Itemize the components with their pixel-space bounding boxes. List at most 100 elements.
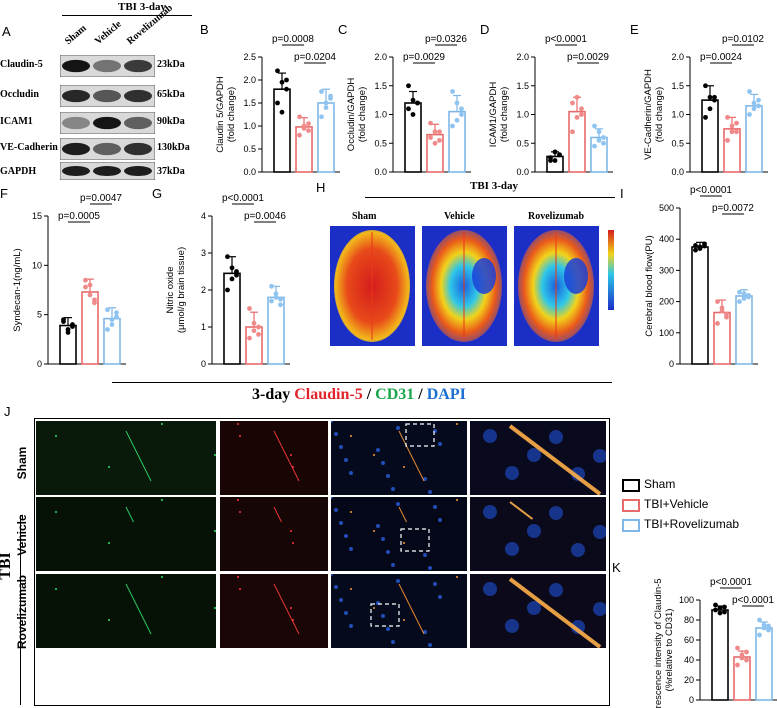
panel-label: B [200,22,209,37]
if-title: 3-day Claudin-5 / CD31 / DAPI [252,386,466,404]
y-axis-label: (fold change) [654,87,665,142]
legend-swatch [622,499,640,512]
y-tick-label: 2.5 [243,52,256,62]
blot-size-label: 37kDa [157,166,185,177]
data-point [712,94,717,100]
data-point [319,114,324,120]
data-point [601,140,606,146]
data-point [735,645,740,651]
p-value-label: p=0.0046 [244,211,286,222]
blot-band [124,59,152,73]
data-point [766,623,771,629]
data-point [428,120,433,126]
blot-group-label: Vehicle [92,18,124,47]
data-point [454,117,460,123]
bar [59,324,77,365]
bar [568,110,586,173]
y-tick-label: 0.0 [516,167,529,177]
y-axis-label: VE-Cadherin/GAPDH [643,69,654,160]
y-axis-label: (μmol/g brain tissue) [176,247,187,333]
data-point [741,296,747,301]
blot-band [93,59,121,73]
data-point [328,93,333,99]
data-point [751,106,757,112]
data-point [747,89,752,94]
data-point [410,97,416,103]
blot-size-label: 130kDa [157,142,190,153]
data-point [432,129,438,135]
if-row-label: Rovelizumab [15,574,29,650]
data-point [225,254,230,260]
data-point [713,602,718,608]
data-point [65,330,71,335]
data-point [437,137,442,143]
data-point [715,299,720,304]
data-point [570,129,575,135]
chart-c: C 0.0 0.5 1.0 1.5 2.0 Occludin/GAPDH (fold chan… [338,22,471,177]
blot-size-label: 23kDa [157,59,185,70]
data-point [229,276,235,282]
blot-protein-label: Occludin [0,89,39,100]
if-image [220,421,328,495]
data-point [105,327,110,332]
blot-band [93,165,121,177]
blot-strip [60,162,155,180]
data-point [693,247,698,253]
y-tick-label: 1.0 [516,110,529,120]
if-image [470,574,606,648]
blot-strip [60,112,155,134]
data-point [225,287,230,293]
data-point [579,112,584,117]
bar [317,102,335,173]
y-tick-label: 0.0 [374,167,387,177]
y-tick-label: 4 [201,211,206,221]
if-title-sep: / [362,386,376,403]
if-image [331,497,467,571]
p-value-label: p=0.0326 [425,34,467,45]
panel-label: D [480,22,489,37]
y-tick-label: 0.5 [516,138,529,148]
data-point [301,125,307,131]
data-point [739,655,745,661]
data-point [278,302,283,308]
blot-size-label: 90kDa [157,116,185,127]
data-point [454,100,460,106]
y-tick-label: 20 [684,675,694,685]
if-image [470,497,606,571]
data-point [105,307,110,313]
bar [711,609,729,701]
data-point [725,137,730,143]
y-tick-label: 0 [669,359,674,369]
blot-strip [60,85,155,107]
data-point [707,94,713,100]
panel-label-j: J [4,404,11,419]
colorbar [608,230,614,310]
y-tick-label: 60 [684,635,694,645]
data-point [87,292,93,298]
data-point [729,123,735,129]
data-point [707,106,713,112]
y-axis-label: (%relative to CD31) [664,609,675,692]
data-point [746,294,751,300]
y-tick-label: 1.0 [374,110,387,120]
blot-band [93,142,121,156]
y-tick-label: 10 [32,260,42,270]
data-point [114,314,119,320]
data-point [574,94,580,100]
if-title-prefix: 3-day [252,386,295,403]
data-point [756,97,761,103]
chart-e: E 0.0 0.5 1.0 1.5 2.0 VE-Cadherin/GAPDH (fold c… [630,22,768,177]
data-point [557,152,562,158]
y-tick-label: 0 [201,359,206,369]
p-value-label: p=0.0204 [294,52,336,63]
data-point [284,77,289,83]
data-point [70,322,75,327]
p-value-label: p=0.0029 [403,52,445,63]
blot-band [62,59,90,73]
speckle-image [330,226,415,346]
if-title-sep: / [414,386,427,403]
data-point [275,68,280,74]
if-title-dapi: DAPI [426,386,466,403]
speckle-title: TBI 3-day [470,180,518,192]
blot-band [124,89,152,103]
